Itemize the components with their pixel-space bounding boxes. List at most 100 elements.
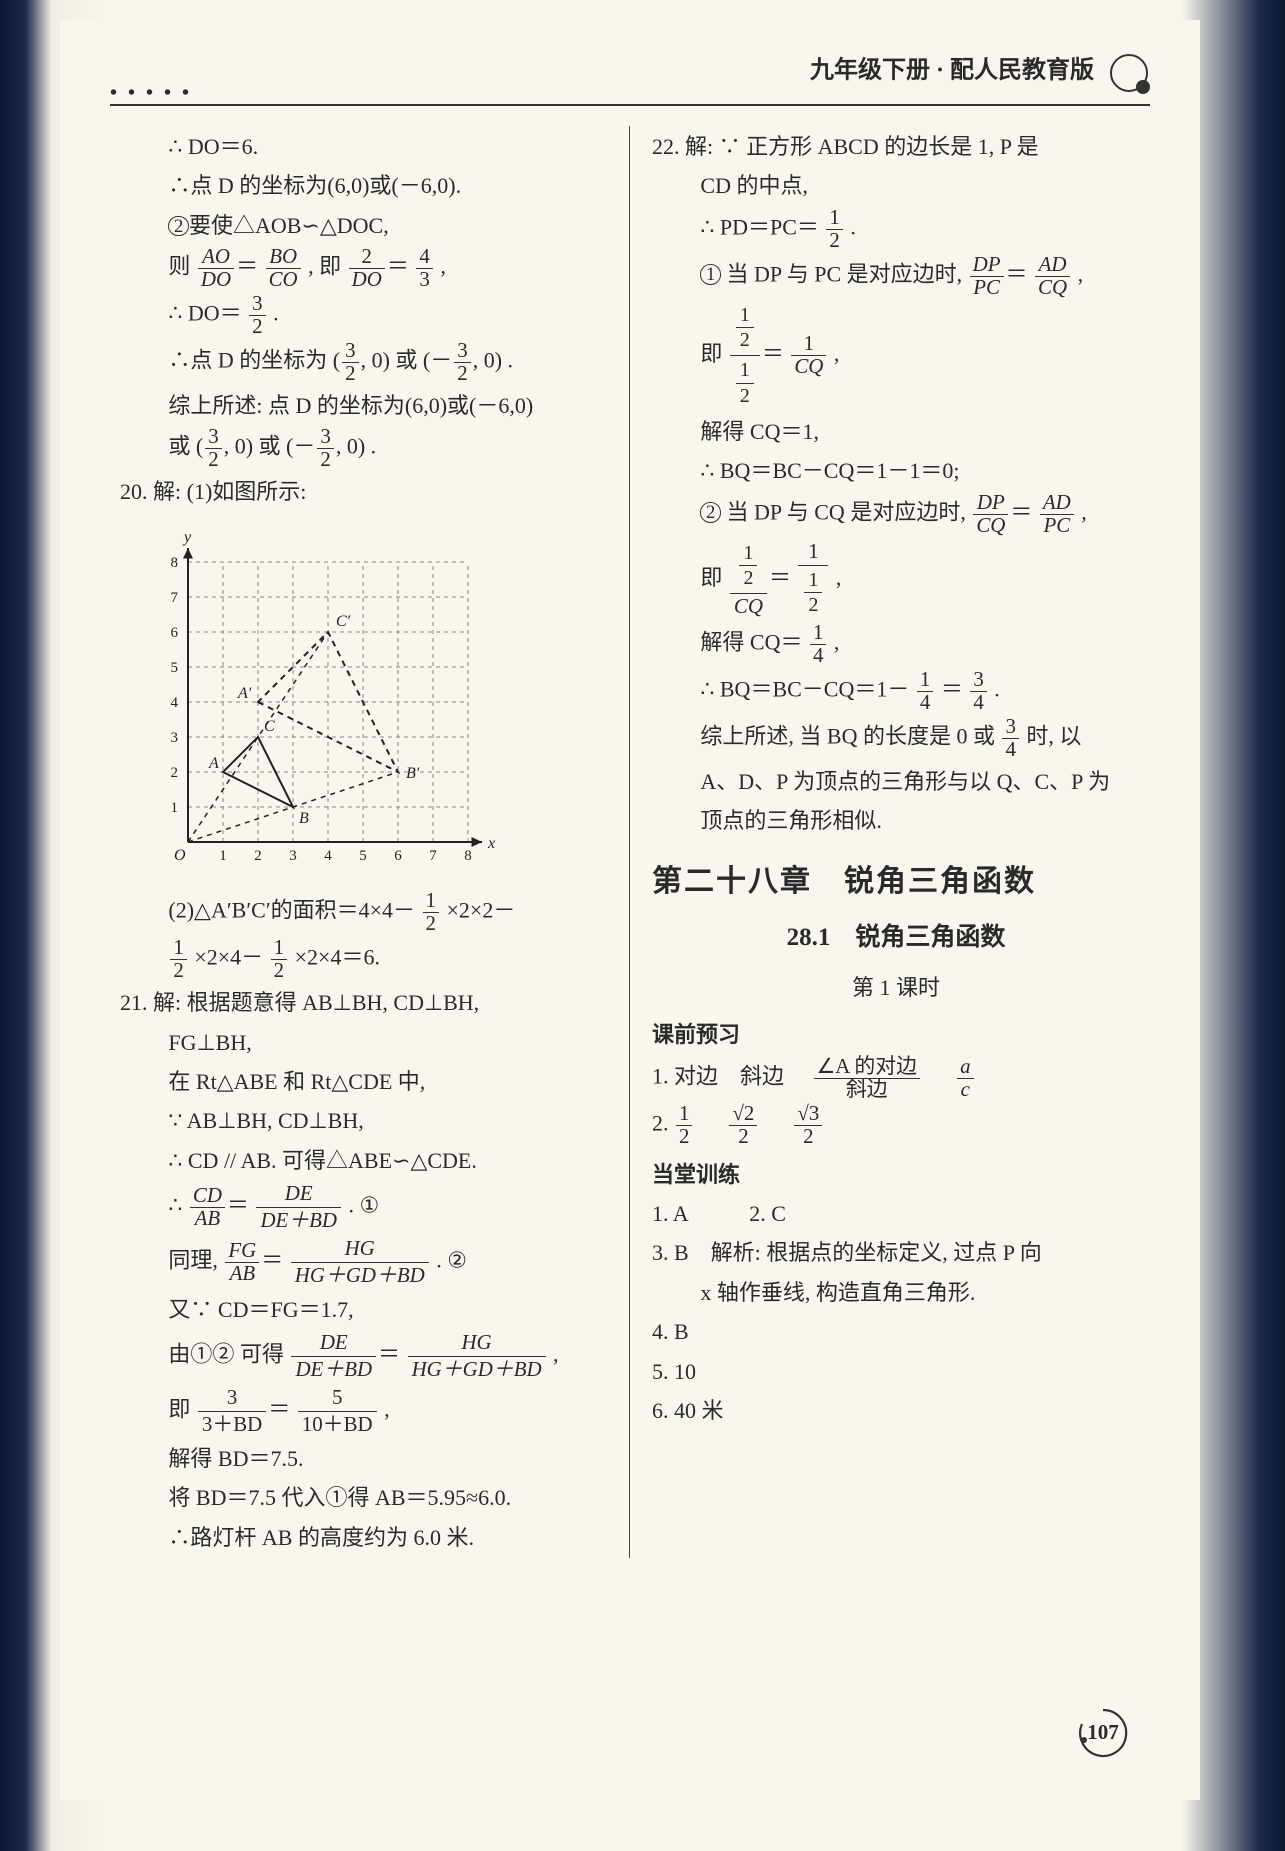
- text: ×2×4－: [194, 945, 263, 970]
- svg-text:7: 7: [429, 848, 437, 864]
- text-line: ∴点 D 的坐标为(6,0)或(－6,0).: [120, 167, 607, 204]
- compound-fraction: 1 12: [798, 539, 828, 621]
- fraction: 32: [342, 340, 358, 385]
- text: 要使△AOB∽△DOC,: [189, 213, 389, 238]
- svg-text:4: 4: [324, 848, 332, 864]
- coordinate-graph: 1234567812345678OxyABCA′B′C′: [150, 520, 510, 880]
- svg-text:C: C: [264, 718, 275, 735]
- text: ×2×2－: [447, 898, 516, 923]
- chapter-title: 第二十八章 锐角三角函数: [652, 856, 1140, 907]
- svg-text:1: 1: [171, 800, 179, 816]
- fraction: ac: [957, 1056, 973, 1101]
- fraction: AODO: [198, 246, 234, 291]
- fraction: 43: [416, 246, 432, 291]
- text: [700, 1110, 722, 1135]
- fraction: 32: [249, 293, 265, 338]
- fraction: DEDE＋BD: [256, 1181, 341, 1234]
- text-line: ∵ AB⊥BH, CD⊥BH,: [120, 1102, 607, 1139]
- text: 或: [168, 434, 190, 459]
- fraction: 32: [454, 340, 470, 385]
- circled-1: 1: [700, 264, 721, 285]
- text-line: 在 Rt△ABE 和 Rt△CDE 中,: [120, 1063, 607, 1100]
- fraction: 12: [423, 890, 439, 935]
- preclass-head: 课前预习: [652, 1016, 1140, 1053]
- fraction: 12: [739, 541, 757, 592]
- fraction: CDAB: [190, 1185, 225, 1230]
- fraction: ADCQ: [1035, 254, 1070, 299]
- fraction: 12: [271, 937, 287, 982]
- svg-text:5: 5: [171, 660, 179, 676]
- answer-line: 5. 10: [652, 1353, 1140, 1390]
- fraction: 510＋BD: [298, 1385, 377, 1438]
- graph-svg: 1234567812345678OxyABCA′B′C′: [150, 520, 510, 880]
- fraction: HGHG＋GD＋BD: [408, 1330, 546, 1383]
- fraction: ∠A 的对边斜边: [814, 1056, 921, 1101]
- text-line: 解得 CQ＝1,: [652, 413, 1140, 450]
- text: ,: [834, 630, 840, 655]
- text: .: [436, 1248, 447, 1273]
- svg-text:3: 3: [289, 848, 297, 864]
- fraction: 34: [970, 669, 986, 714]
- text-line: ∴ DO＝ 32 .: [120, 293, 607, 338]
- text-line: 12 ×2×4－ 12 ×2×4＝6.: [120, 937, 607, 982]
- circled-1: ①: [190, 1342, 212, 1367]
- text-line: 顶点的三角形相似.: [652, 802, 1140, 839]
- text-line: 则 AODO＝ BOCO , 即 2DO＝ 43 ,: [120, 246, 607, 291]
- text-line: ∴点 D 的坐标为 (32, 0) 或 (－32, 0) .: [120, 340, 607, 385]
- fraction: BOCO: [266, 246, 301, 291]
- compound-fraction: 12 12: [730, 301, 760, 411]
- text-line: ∴ CDAB＝ DEDE＋BD . ①: [120, 1181, 607, 1234]
- text-line: 同理, FGAB＝ HGHG＋GD＋BD . ②: [120, 1236, 607, 1289]
- text: .: [349, 1193, 360, 1218]
- text: 则: [168, 254, 190, 279]
- text-line: ∴ BQ＝BC－CQ＝1－1＝0;: [652, 452, 1140, 489]
- svg-text:1: 1: [219, 848, 227, 864]
- text: [928, 1063, 950, 1088]
- text-line: 解得 BD＝7.5.: [120, 1440, 607, 1477]
- circled-2: ②: [212, 1342, 234, 1367]
- page-header: • • • • • 九年级下册 · 配人民教育版: [110, 50, 1150, 106]
- text: 或: [259, 434, 281, 459]
- fraction: 12: [826, 207, 842, 252]
- text-line: 将 BD＝7.5 代入①得 AB＝5.95≈6.0.: [120, 1479, 607, 1516]
- fraction: √32: [794, 1103, 822, 1148]
- text-line: 2 当 DP 与 CQ 是对应边时, DPCQ＝ ADPC ,: [652, 492, 1140, 537]
- text-line: 又∵ CD＝FG＝1.7,: [120, 1291, 607, 1328]
- svg-text:2: 2: [171, 765, 179, 781]
- text-line: 即 33＋BD＝ 510＋BD ,: [120, 1385, 607, 1438]
- fraction: 2DO: [349, 246, 385, 291]
- svg-text:O: O: [174, 847, 186, 864]
- text: (2)△A′B′C′的面积＝4×4－: [168, 898, 415, 923]
- question-22: 22. 解: ∵ 正方形 ABCD 的边长是 1, P 是: [652, 128, 1140, 165]
- text: ,: [384, 1397, 390, 1422]
- text-line: FG⊥BH,: [120, 1024, 607, 1061]
- text-line: ∴ DO＝6.: [120, 128, 607, 165]
- svg-text:A: A: [208, 755, 219, 772]
- scan-background: • • • • • 九年级下册 · 配人民教育版 ∴ DO＝6. ∴点 D 的坐…: [0, 0, 1285, 1851]
- text: ∴ DO＝: [168, 301, 241, 326]
- fraction: DPPC: [970, 254, 1004, 299]
- svg-text:3: 3: [171, 730, 179, 746]
- text: 同理,: [168, 1248, 218, 1273]
- question-20: 20. 解: (1)如图所示:: [120, 473, 607, 510]
- answer: 2. C: [749, 1195, 786, 1232]
- fraction: ADPC: [1040, 492, 1074, 537]
- header-logo-icon: [1106, 50, 1150, 94]
- svg-text:C′: C′: [336, 613, 351, 630]
- text: ,: [836, 564, 842, 589]
- text: 1. 对边 斜边: [652, 1063, 806, 1088]
- text: 即: [700, 564, 722, 589]
- fraction: 1CQ: [791, 333, 826, 378]
- svg-text:B′: B′: [406, 765, 420, 782]
- fraction: 34: [1002, 716, 1018, 761]
- text: ,: [1081, 499, 1087, 524]
- section-title: 28.1 锐角三角函数: [652, 917, 1140, 960]
- text: 即: [168, 1397, 190, 1422]
- text: ∴ PD＝PC＝: [700, 214, 819, 239]
- fraction: HGHG＋GD＋BD: [291, 1236, 429, 1289]
- svg-text:5: 5: [359, 848, 367, 864]
- text: 或: [395, 347, 417, 372]
- svg-text:B: B: [299, 810, 309, 827]
- header-title: 九年级下册 · 配人民教育版: [810, 58, 1094, 84]
- circled-2: 2: [168, 216, 189, 237]
